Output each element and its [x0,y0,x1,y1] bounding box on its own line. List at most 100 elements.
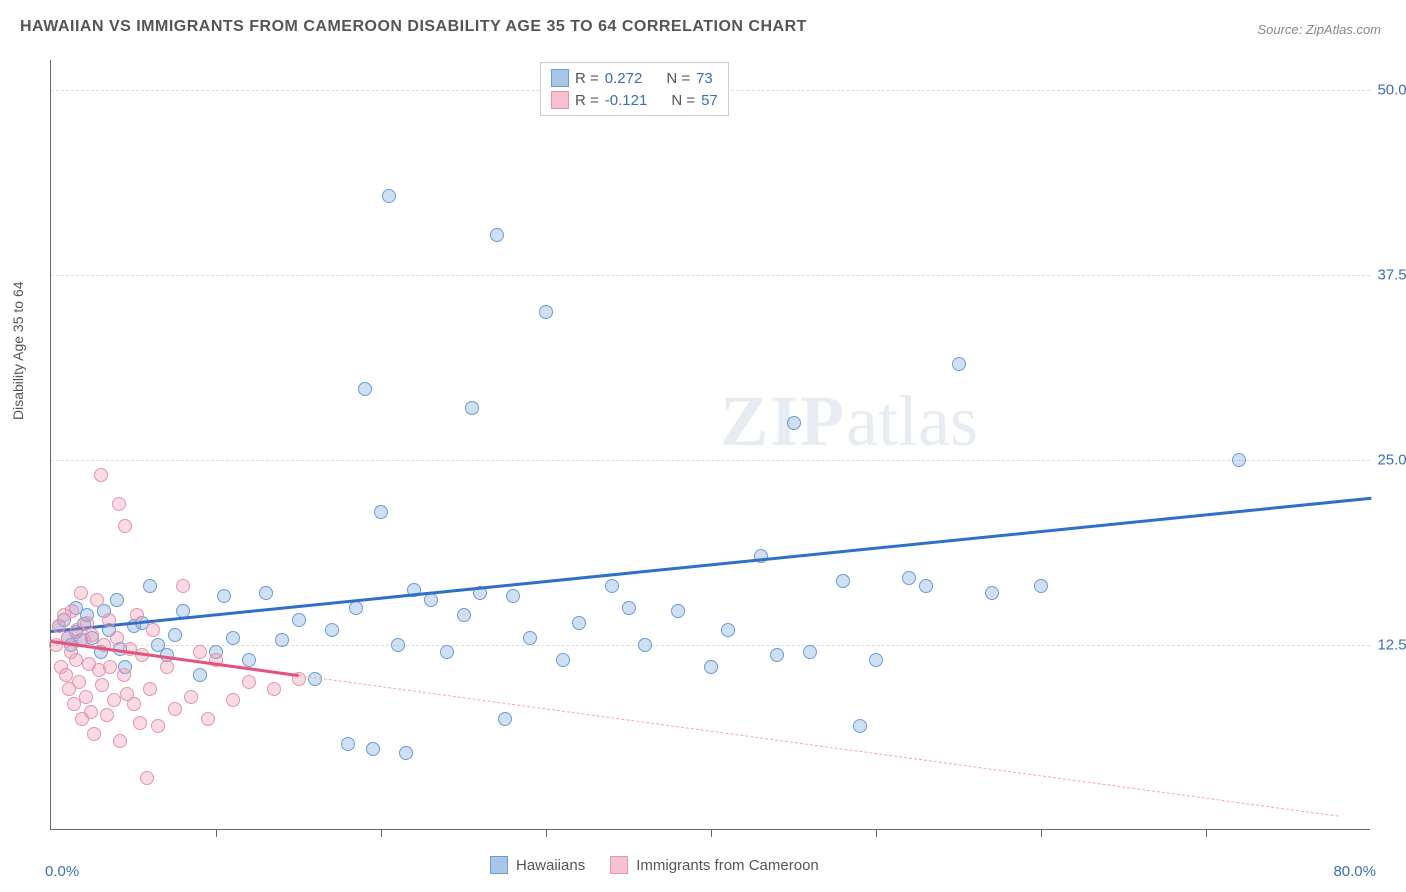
chart-title: HAWAIIAN VS IMMIGRANTS FROM CAMEROON DIS… [20,18,807,36]
series-legend: HawaiiansImmigrants from Cameroon [490,856,819,874]
correlation-legend: R = 0.272 N = 73 R = -0.121 N = 57 [540,62,729,116]
data-point [102,613,116,627]
data-point [556,653,570,667]
data-point [72,675,86,689]
data-point [201,712,215,726]
data-point [160,660,174,674]
legend-swatch [490,856,508,874]
data-point [127,697,141,711]
data-point [85,628,99,642]
source-attribution: Source: ZipAtlas.com [1257,22,1381,37]
data-point [146,623,160,637]
y-tick-label: 25.0% [1377,451,1406,468]
data-point [457,608,471,622]
data-point [341,737,355,751]
data-point [671,604,685,618]
data-point [217,589,231,603]
legend-swatch [551,69,569,87]
data-point [193,668,207,682]
data-point [952,357,966,371]
data-point [638,638,652,652]
r-value: -0.121 [605,92,648,109]
x-axis-tick [546,829,547,837]
data-point [506,589,520,603]
data-point [267,682,281,696]
data-point [382,189,396,203]
y-tick-label: 37.5% [1377,266,1406,283]
data-point [465,401,479,415]
data-point [90,593,104,607]
r-value: 0.272 [605,70,643,87]
data-point [374,505,388,519]
data-point [100,708,114,722]
trend-line [51,497,1371,633]
data-point [168,702,182,716]
data-point [59,668,73,682]
data-point [168,628,182,642]
n-value: 73 [696,70,713,87]
data-point [325,623,339,637]
data-point [259,586,273,600]
data-point [65,604,79,618]
data-point [117,668,131,682]
data-point [140,771,154,785]
data-point [919,579,933,593]
data-point [440,645,454,659]
data-point [869,653,883,667]
correlation-legend-row: R = -0.121 N = 57 [551,89,718,111]
data-point [74,586,88,600]
data-point [803,645,817,659]
data-point [242,653,256,667]
data-point [1034,579,1048,593]
data-point [107,693,121,707]
data-point [424,593,438,607]
data-point [95,678,109,692]
data-point [113,734,127,748]
gridline-horizontal [51,645,1370,646]
data-point [902,571,916,585]
data-point [143,682,157,696]
data-point [358,382,372,396]
data-point [87,727,101,741]
data-point [853,719,867,733]
data-point [118,519,132,533]
x-axis-tick [1041,829,1042,837]
plot-area: 12.5%25.0%37.5%50.0% [50,60,1370,830]
x-axis-tick [381,829,382,837]
data-point [539,305,553,319]
data-point [176,579,190,593]
data-point [523,631,537,645]
x-axis-tick [876,829,877,837]
trend-line [298,675,1338,817]
legend-swatch [610,856,628,874]
data-point [1232,453,1246,467]
data-point [399,746,413,760]
data-point [184,690,198,704]
data-point [226,693,240,707]
data-point [490,228,504,242]
data-point [704,660,718,674]
data-point [787,416,801,430]
data-point [391,638,405,652]
data-point [103,660,117,674]
gridline-horizontal [51,460,1370,461]
data-point [226,631,240,645]
data-point [498,712,512,726]
data-point [133,716,147,730]
data-point [112,497,126,511]
y-tick-label: 12.5% [1377,636,1406,653]
data-point [770,648,784,662]
data-point [151,719,165,733]
n-value: 57 [701,92,718,109]
data-point [836,574,850,588]
chart-container: HAWAIIAN VS IMMIGRANTS FROM CAMEROON DIS… [0,0,1406,892]
r-label: R = [575,92,599,109]
series-legend-label: Immigrants from Cameroon [636,857,819,874]
n-label: N = [671,92,695,109]
data-point [242,675,256,689]
data-point [110,593,124,607]
data-point [110,631,124,645]
data-point [69,653,83,667]
gridline-horizontal [51,275,1370,276]
x-axis-tick [1206,829,1207,837]
